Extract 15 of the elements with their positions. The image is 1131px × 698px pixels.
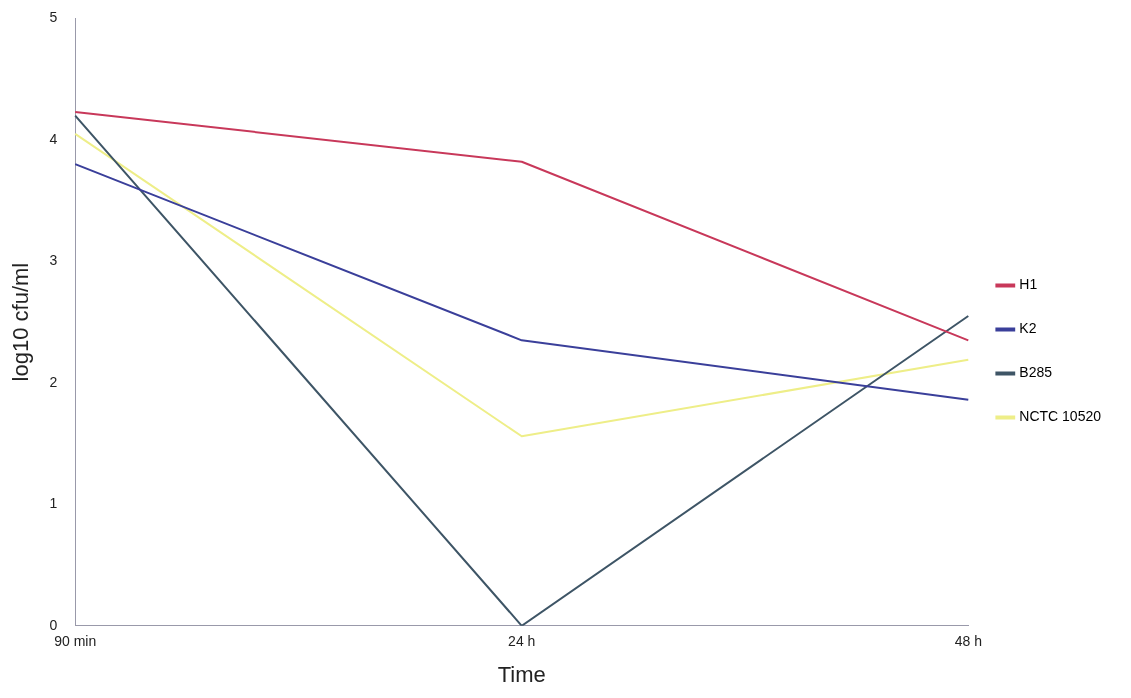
x-tick-label: 48 h: [954, 633, 982, 650]
x-axis-title: Time: [497, 661, 546, 687]
legend-label: NCTC 10520: [1019, 408, 1102, 425]
y-tick-label: 1: [49, 495, 58, 512]
legend-label: H1: [1019, 276, 1038, 293]
legend-label: B285: [1019, 364, 1053, 381]
y-tick-label: 4: [49, 130, 58, 147]
x-tick-label: 24 h: [508, 633, 536, 650]
y-tick-label: 5: [49, 9, 58, 26]
x-tick-label: 90 min: [54, 633, 97, 650]
y-tick-label: 0: [49, 616, 58, 633]
y-axis-title: log10 cfu/ml: [8, 262, 34, 382]
y-tick-label: 2: [49, 373, 58, 390]
legend-label: K2: [1019, 320, 1037, 337]
y-tick-label: 3: [49, 252, 58, 269]
